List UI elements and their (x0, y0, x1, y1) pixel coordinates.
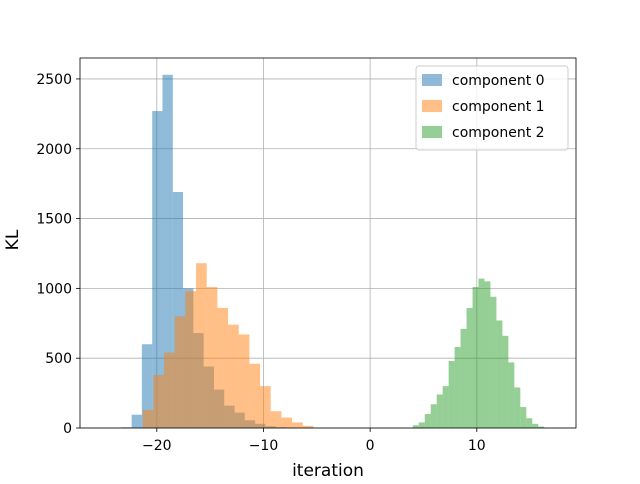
series-1-bars (142, 263, 314, 428)
x-axis-label: iteration (292, 461, 364, 480)
histogram-bar (153, 374, 165, 428)
histogram-bar (412, 425, 419, 428)
histogram-bar (164, 352, 175, 428)
histogram-bar (162, 74, 173, 429)
series-2-bars (412, 278, 545, 428)
legend-label: component 1 (452, 99, 545, 115)
histogram-bar (302, 425, 314, 428)
histogram-bar (172, 192, 184, 428)
histogram-bar (490, 296, 497, 428)
legend-entry: component 1 (422, 99, 545, 115)
histogram-bar (424, 414, 431, 428)
histogram-bar (538, 426, 545, 428)
histogram-bar (238, 334, 250, 428)
histogram-bar (217, 307, 229, 428)
histogram-bar (514, 387, 521, 428)
histogram-bar (532, 423, 539, 428)
y-tick-label: 500 (45, 351, 72, 367)
y-tick-label: 2500 (36, 72, 72, 88)
histogram-bars (121, 74, 545, 429)
legend-swatch (422, 126, 442, 138)
histogram-bar (292, 422, 303, 428)
legend-swatch (422, 74, 442, 86)
histogram-bar (442, 386, 449, 428)
plot-frame (79, 57, 577, 429)
histogram-bar (502, 335, 509, 428)
axes: −20 −10 0 10 0 500 1000 1500 2000 2500 (36, 57, 577, 454)
legend: component 0 component 1 component 2 (415, 65, 569, 151)
histogram-bar (196, 263, 207, 428)
histogram-bar (260, 386, 271, 428)
y-axis-label: KL (3, 229, 23, 250)
legend-entry: component 0 (422, 73, 545, 89)
x-tick-label: −20 (142, 438, 172, 454)
histogram-bar (526, 418, 533, 428)
histogram-bar (142, 409, 154, 428)
histogram-bar (185, 291, 197, 428)
histogram-bar (141, 344, 153, 428)
legend-entry: component 2 (422, 125, 545, 141)
y-tick-label: 2000 (36, 142, 72, 158)
histogram-bar (206, 286, 218, 428)
histogram-bar (460, 328, 467, 428)
legend-label: component 2 (452, 125, 545, 141)
y-tick-label: 0 (63, 421, 72, 437)
histogram-bar (418, 422, 425, 428)
histogram-bar (249, 363, 261, 428)
histogram-bar (454, 347, 461, 428)
histogram-bar (520, 407, 527, 428)
histogram-bar (174, 316, 186, 428)
histogram-bar (478, 278, 485, 428)
histogram-bar (152, 111, 163, 428)
histogram-bar (448, 360, 455, 428)
y-tick-label: 1500 (36, 212, 72, 228)
histogram-bar (496, 320, 503, 428)
histogram-bar (131, 414, 142, 428)
legend-label: component 0 (452, 73, 545, 89)
x-tick-label: 0 (366, 438, 375, 454)
histogram-bar (270, 411, 282, 428)
histogram-bar (472, 286, 479, 428)
histogram-bar (436, 394, 443, 428)
x-tick-label: −10 (249, 438, 279, 454)
histogram-bar (508, 362, 515, 428)
histogram-bar (228, 324, 239, 428)
y-tick-label: 1000 (36, 281, 72, 297)
legend-box (415, 65, 569, 151)
histogram-bar (281, 417, 293, 428)
histogram-bar (484, 281, 491, 428)
histogram-bar (430, 404, 437, 428)
histogram-bar (466, 307, 473, 428)
x-tick-label: 10 (468, 438, 486, 454)
legend-swatch (422, 100, 442, 112)
